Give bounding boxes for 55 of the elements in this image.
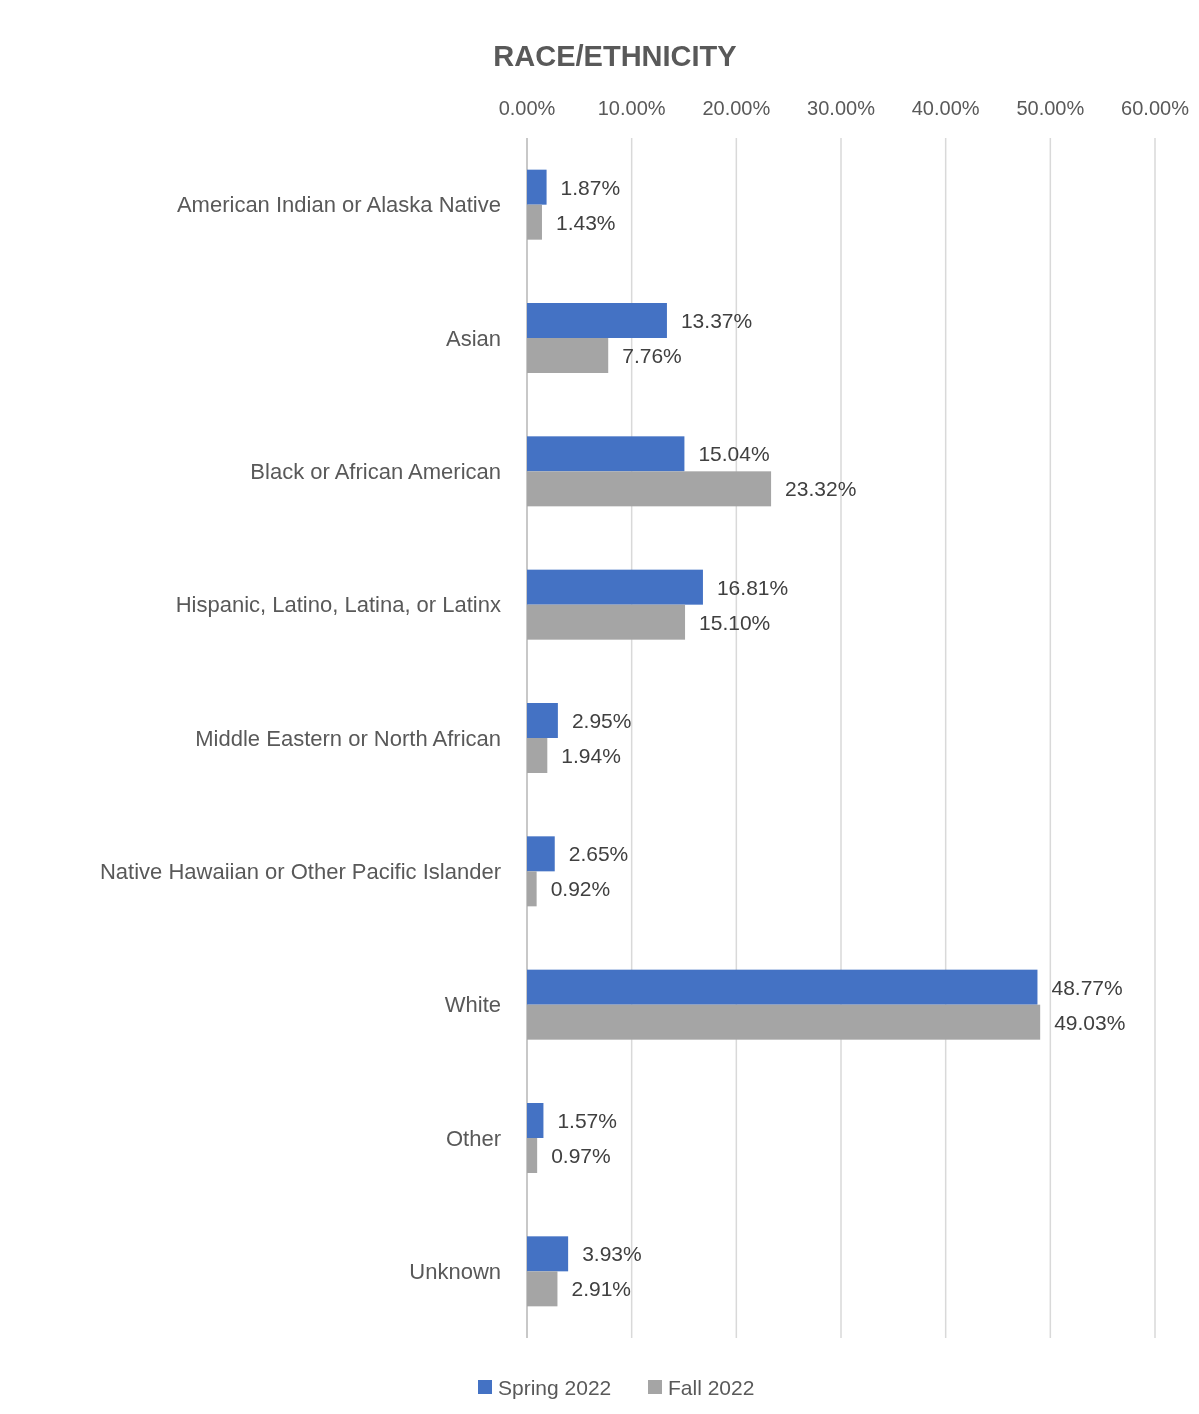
y-tick-label: Unknown	[409, 1259, 501, 1285]
y-tick-label: Native Hawaiian or Other Pacific Islander	[99, 859, 501, 885]
y-tick-label: Black or African American	[250, 459, 501, 485]
bar	[527, 969, 1038, 1005]
data-label: 16.81%	[716, 575, 789, 599]
bar	[527, 1236, 569, 1272]
bar	[527, 836, 555, 872]
data-label: 1.57%	[557, 1108, 617, 1132]
data-label: 49.03%	[1054, 1010, 1126, 1034]
x-tick-label: 0.00%	[498, 97, 556, 119]
bar	[527, 471, 772, 507]
y-tick-label: Middle Eastern or North African	[195, 725, 501, 751]
x-tick-label: 20.00%	[702, 97, 771, 119]
x-tick-label: 60.00%	[1121, 97, 1190, 119]
bar	[527, 604, 686, 640]
bar	[527, 436, 685, 472]
bar	[527, 569, 703, 605]
data-label: 1.43%	[555, 210, 616, 234]
bar	[527, 703, 558, 738]
bar	[527, 1138, 538, 1173]
bar	[527, 1103, 544, 1138]
y-tick-label: Other	[445, 1125, 501, 1151]
y-tick-label: Hispanic, Latino, Latina, or Latinx	[175, 592, 501, 618]
data-label: 3.93%	[582, 1242, 642, 1266]
data-label: 15.04%	[698, 442, 770, 466]
data-label: 0.92%	[550, 877, 611, 901]
legend-label: Fall 2022	[668, 1376, 755, 1400]
x-tick-label: 10.00%	[597, 97, 666, 119]
data-label: 2.95%	[571, 708, 632, 732]
y-tick-label: Asian	[445, 325, 501, 351]
legend-label: Spring 2022	[498, 1376, 612, 1400]
bar	[527, 303, 667, 338]
x-tick-label: 50.00%	[1016, 97, 1085, 119]
chart-title: RACE/ETHNICITY	[493, 40, 737, 72]
data-label: 7.76%	[622, 343, 682, 367]
bar	[527, 1004, 1041, 1040]
bar	[527, 1271, 558, 1307]
bar	[527, 338, 609, 373]
data-label: 13.37%	[680, 308, 753, 332]
bar	[527, 204, 542, 240]
bar	[527, 738, 548, 773]
x-tick-label: 30.00%	[807, 97, 876, 119]
data-label: 23.32%	[785, 477, 857, 501]
data-label: 48.77%	[1051, 975, 1123, 999]
bar	[527, 169, 547, 205]
data-label: 1.94%	[561, 743, 621, 767]
data-label: 2.65%	[568, 842, 629, 866]
data-label: 2.91%	[571, 1277, 631, 1301]
data-label: 0.97%	[551, 1143, 611, 1167]
x-tick-label: 40.00%	[911, 97, 980, 119]
data-label: 15.10%	[699, 610, 771, 634]
data-label: 1.87%	[560, 175, 621, 199]
y-tick-label: American Indian or Alaska Native	[176, 192, 501, 218]
bar	[527, 871, 537, 907]
y-tick-label: White	[444, 992, 501, 1018]
